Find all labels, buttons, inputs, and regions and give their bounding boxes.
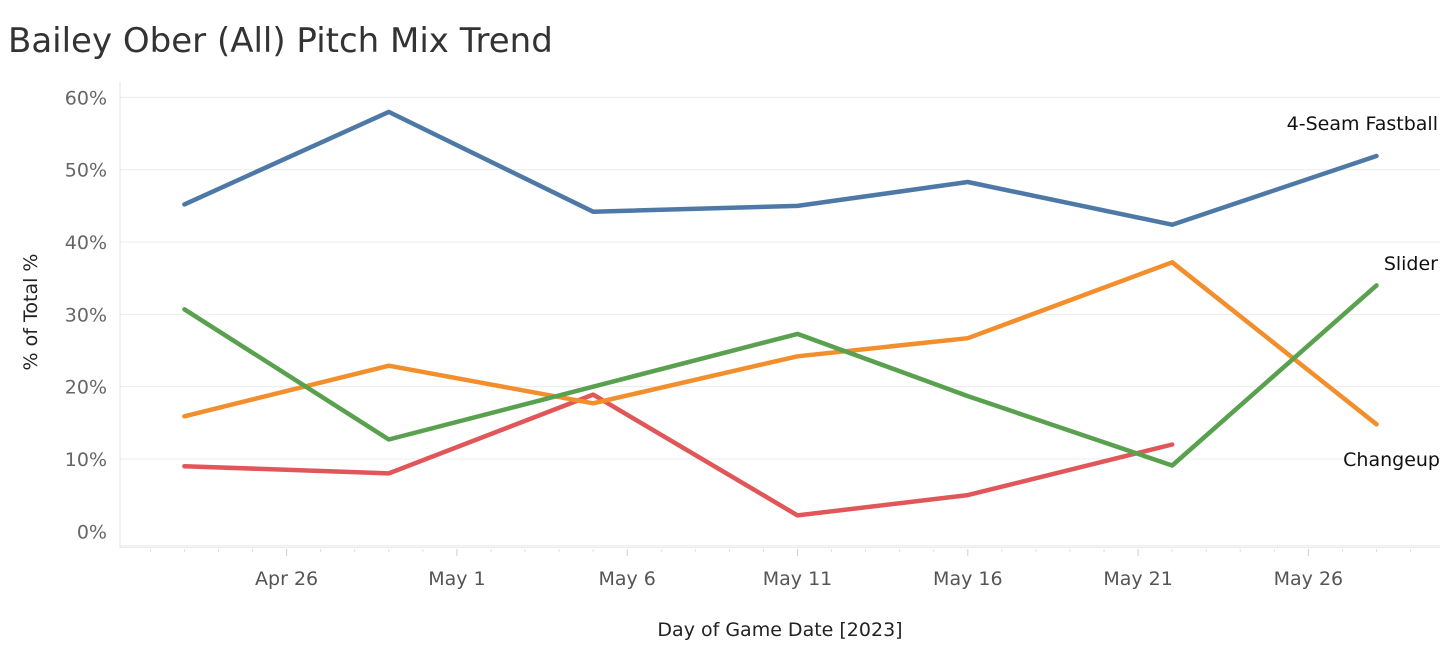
x-axis-label: Day of Game Date [2023] [657, 619, 902, 641]
x-tick-label: May 21 [1103, 568, 1173, 590]
y-tick-label: 40% [65, 232, 107, 254]
y-tick-label: 10% [65, 449, 107, 471]
y-axis-label: % of Total % [20, 254, 42, 371]
series-line-slider [182, 283, 1379, 468]
x-tick-label: May 16 [933, 568, 1003, 590]
x-tick-label: May 1 [428, 568, 485, 590]
x-tick-label: Apr 26 [255, 568, 318, 590]
series-label-slider: Slider [1384, 253, 1438, 275]
gridlines [120, 96, 1440, 548]
y-tick-label: 20% [65, 377, 107, 399]
series-line-curveball [182, 392, 1175, 518]
x-tick-label: May 11 [763, 568, 833, 590]
y-axis-ticks: 0% 10% 20% 30% 40% 50% 60% [65, 87, 107, 543]
y-tick-label: 60% [65, 87, 107, 109]
x-tick-label: May 26 [1274, 568, 1344, 590]
x-tick-label: May 6 [598, 568, 655, 590]
series-line-4-seam-fastball [182, 109, 1379, 227]
series-lines [182, 109, 1379, 518]
y-tick-label: 30% [65, 304, 107, 326]
series-line-changeup [182, 260, 1379, 427]
x-axis-ticks: Apr 26 May 1 May 6 May 11 May 16 May 21 May 26 [149, 549, 1412, 590]
y-tick-label: 50% [65, 160, 107, 182]
y-tick-label: 0% [77, 521, 107, 543]
series-labels: 4-Seam Fastball Slider Changeup [1287, 113, 1440, 471]
chart-title: Bailey Ober (All) Pitch Mix Trend [8, 21, 553, 61]
series-label-4-seam-fastball: 4-Seam Fastball [1287, 113, 1438, 135]
series-label-changeup: Changeup [1343, 449, 1440, 471]
